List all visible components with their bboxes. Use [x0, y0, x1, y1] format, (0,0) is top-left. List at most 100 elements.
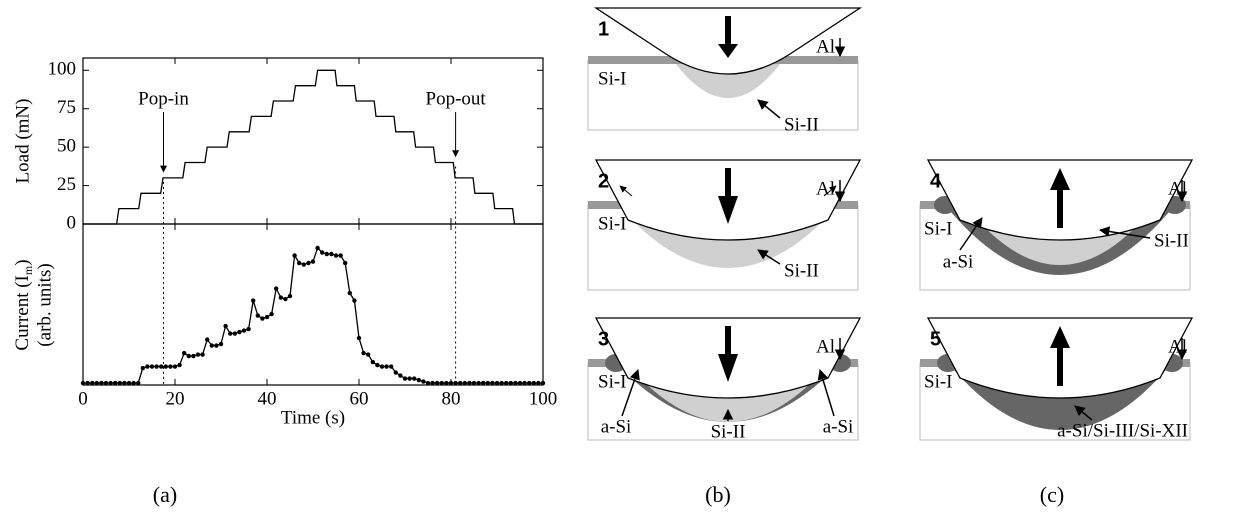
data-point	[471, 380, 477, 386]
phase-label: Si-I	[924, 371, 953, 392]
label-arrow	[959, 217, 983, 251]
data-point	[527, 380, 532, 386]
data-point	[269, 311, 274, 317]
data-point	[329, 251, 334, 257]
y-tick-label: 0	[67, 212, 77, 233]
data-point	[540, 380, 546, 386]
y-axis-label: (arb. units)	[34, 263, 55, 346]
data-point	[113, 380, 118, 386]
data-point	[370, 359, 375, 365]
data-point	[485, 380, 490, 386]
data-point	[264, 314, 270, 320]
data-point	[499, 380, 504, 386]
data-point	[237, 329, 242, 335]
data-point	[205, 337, 210, 342]
load-arrow	[725, 16, 731, 46]
data-point	[140, 365, 145, 371]
load-arrow	[725, 168, 731, 198]
phase-label: Al	[816, 178, 835, 199]
panel-label: (b)	[705, 482, 731, 507]
data-point	[481, 380, 486, 386]
data-point	[513, 380, 518, 386]
data-point	[168, 364, 173, 369]
data-point	[260, 316, 265, 321]
load-arrow	[718, 44, 738, 58]
data-point	[407, 376, 412, 381]
label-arrow	[757, 249, 781, 265]
data-point	[320, 250, 325, 255]
data-point	[375, 362, 380, 368]
data-point	[444, 380, 449, 386]
data-point	[315, 245, 320, 251]
schematic: 2 Al Si-I Si-II	[587, 159, 862, 291]
data-point	[343, 260, 348, 266]
annotation: Pop-in	[138, 88, 189, 109]
data-point	[255, 313, 260, 318]
data-point	[131, 380, 136, 386]
data-point	[108, 380, 113, 386]
label-arrow	[1098, 226, 1151, 239]
data-point	[287, 293, 293, 299]
data-point	[384, 364, 389, 369]
label-arrow	[621, 369, 640, 417]
unload-arrow	[1050, 326, 1070, 348]
label-arrow	[817, 368, 835, 417]
y-tick-label: 100	[48, 59, 77, 80]
data-point	[531, 380, 536, 386]
phase-label: Si-I	[598, 68, 627, 89]
y-tick-label: 75	[57, 97, 76, 118]
data-point	[278, 295, 283, 300]
data-point	[393, 370, 398, 375]
annotation: Pop-out	[426, 88, 487, 109]
data-point	[458, 380, 463, 386]
data-point	[136, 380, 141, 386]
data-point	[159, 364, 164, 369]
data-point	[361, 350, 366, 356]
phase-label: Si-I	[924, 218, 953, 239]
data-point	[195, 352, 201, 357]
data-point	[200, 352, 205, 357]
y-label-subscript: m	[21, 265, 35, 275]
data-point	[467, 380, 472, 386]
phase-label: Si-II	[784, 260, 819, 281]
data-point	[122, 380, 127, 386]
data-point	[177, 362, 182, 368]
data-point	[145, 364, 150, 369]
data-point	[430, 380, 435, 386]
flow-arrow	[619, 185, 633, 197]
data-point	[356, 335, 362, 341]
step-number: 1	[598, 18, 609, 40]
data-point	[99, 380, 104, 386]
x-tick-label: 0	[78, 388, 88, 409]
step-number: 2	[598, 170, 609, 192]
y-tick-label: 25	[57, 174, 76, 195]
x-tick-label: 100	[529, 388, 558, 409]
data-point	[536, 380, 541, 386]
data-point	[439, 380, 444, 386]
phase-label: Si-I	[598, 213, 627, 234]
data-point	[508, 380, 513, 386]
load-arrow	[718, 354, 738, 382]
data-point	[94, 380, 100, 386]
data-point	[366, 352, 371, 357]
schematic: 4 Al Si-I a-Si Si-II	[919, 159, 1194, 291]
phase-label: Si-II	[1154, 230, 1189, 251]
data-point	[90, 380, 95, 386]
label-arrow	[1074, 405, 1093, 421]
step-number: 4	[930, 170, 942, 192]
data-point	[209, 343, 214, 348]
phase-label: Si-I	[598, 371, 627, 392]
data-point	[398, 373, 403, 378]
data-point	[333, 253, 339, 258]
data-point	[517, 380, 523, 386]
phase-label: Si-II	[711, 421, 746, 442]
data-point	[402, 376, 408, 381]
data-point	[246, 326, 251, 332]
data-point	[490, 380, 495, 386]
step-number: 5	[930, 328, 941, 350]
data-point	[301, 262, 306, 267]
x-tick-label: 80	[442, 388, 461, 409]
data-point	[172, 364, 178, 369]
phase-label: a-Si	[601, 416, 632, 437]
